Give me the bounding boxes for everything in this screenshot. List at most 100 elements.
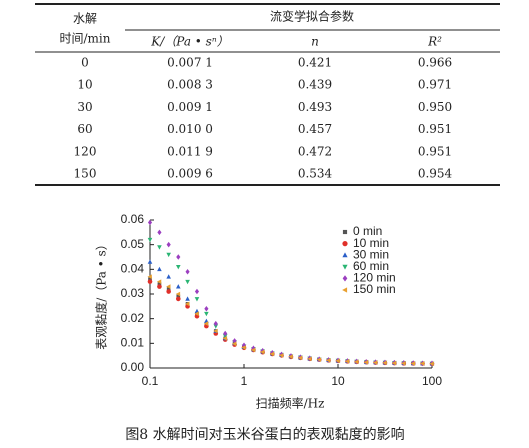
table-cell: 150 (74, 167, 97, 181)
y-tick-label: 0.03 (121, 286, 145, 300)
y-axis-label: 表观黏度/（Pa • s） (94, 238, 109, 350)
y-tick-label: 0.05 (121, 237, 145, 251)
caption: 图8 水解时间对玉米谷蛋白的表观黏度的影响 (125, 427, 404, 443)
table-cell: 0.472 (298, 144, 332, 158)
table-cell: 60 (77, 122, 92, 136)
data-point (157, 245, 162, 250)
group-header: 流变学拟合参数 (270, 9, 354, 24)
legend-label: 30 min (353, 247, 389, 261)
y-tick-label: 0.04 (121, 262, 145, 276)
data-point (166, 289, 171, 294)
table-cell: 0.009 6 (167, 167, 213, 181)
data-point (203, 321, 209, 326)
data-point (232, 341, 237, 347)
data-point (157, 229, 162, 236)
x-tick-label: 10 (331, 374, 345, 388)
data-point (307, 356, 312, 362)
table-cell: 0.439 (298, 78, 332, 92)
legend-label: 0 min (353, 224, 382, 238)
data-point (147, 237, 153, 243)
data-point (185, 279, 190, 285)
data-point (166, 287, 171, 291)
data-point (344, 359, 350, 364)
data-point (250, 347, 256, 353)
data-point (157, 266, 162, 272)
data-point (401, 361, 406, 366)
stub-header: 时间/min (60, 32, 111, 46)
legend-marker (342, 275, 348, 282)
data-point (260, 349, 265, 355)
data-point (194, 311, 199, 317)
data-point (222, 334, 228, 339)
data-point (176, 294, 181, 299)
legend-marker (342, 229, 348, 235)
data-point (363, 360, 369, 365)
data-point (185, 296, 190, 301)
data-point (147, 274, 152, 280)
legend-marker (342, 264, 348, 270)
data-point (166, 252, 171, 258)
column-header: R² (427, 35, 442, 49)
x-tick-label: 1 (241, 374, 248, 388)
data-point (185, 301, 190, 307)
data-point (175, 284, 181, 289)
table-cell: 0.421 (298, 56, 332, 70)
table-cell: 30 (77, 100, 92, 114)
data-point (175, 265, 181, 270)
table-cell: 0.954 (418, 167, 453, 181)
y-tick-label: 0.06 (121, 212, 145, 226)
table-cell: 0 (81, 56, 89, 70)
table-cell: 0.007 1 (167, 56, 213, 70)
data-point (354, 359, 359, 365)
data-point (204, 311, 209, 317)
y-tick-label: 0.00 (121, 360, 145, 374)
column-header: K/（Pa • sⁿ） (150, 35, 228, 49)
table-cell: 0.534 (298, 167, 333, 181)
table-cell: 0.011 9 (167, 144, 213, 158)
data-point (420, 361, 425, 366)
data-point (297, 355, 303, 361)
table-cell: 0.971 (418, 78, 452, 92)
table-cell: 0.457 (298, 122, 332, 136)
table-cell: 0.950 (418, 100, 452, 114)
data-point (373, 360, 378, 365)
data-point (269, 351, 275, 357)
data-point (185, 269, 190, 275)
data-point (157, 284, 162, 289)
data-point (279, 353, 284, 358)
data-point (147, 219, 153, 226)
legend-marker (342, 241, 348, 247)
table-cell: 0.009 1 (167, 100, 213, 114)
data-point (326, 358, 331, 363)
data-point (156, 279, 162, 284)
data-point (241, 345, 246, 350)
data-point (213, 320, 218, 327)
x-axis-label: 扫描频率/Hz (256, 396, 325, 411)
data-point (175, 291, 181, 297)
table-cell: 0.008 3 (167, 78, 213, 92)
data-point (382, 360, 387, 366)
table-cell: 0.493 (298, 100, 332, 114)
data-point (166, 274, 171, 279)
table-cell: 0.966 (418, 56, 452, 70)
data-point (391, 360, 397, 366)
table-cell: 0.010 0 (167, 122, 213, 136)
y-tick-label: 0.02 (121, 311, 145, 325)
data-point (213, 328, 218, 334)
data-point (288, 354, 293, 359)
data-point (157, 282, 162, 286)
data-point (176, 254, 181, 260)
table-cell: 0.951 (418, 122, 452, 136)
data-point (316, 357, 322, 362)
data-point (147, 279, 153, 284)
legend-label: 60 min (353, 259, 389, 273)
legend-marker (342, 252, 348, 258)
data-point (175, 296, 181, 302)
stub-header: 水解 (73, 12, 97, 26)
legend-label: 120 min (353, 271, 396, 285)
legend-label: 150 min (353, 282, 396, 296)
data-point (166, 284, 171, 289)
data-point (166, 241, 171, 248)
data-point (194, 288, 200, 295)
